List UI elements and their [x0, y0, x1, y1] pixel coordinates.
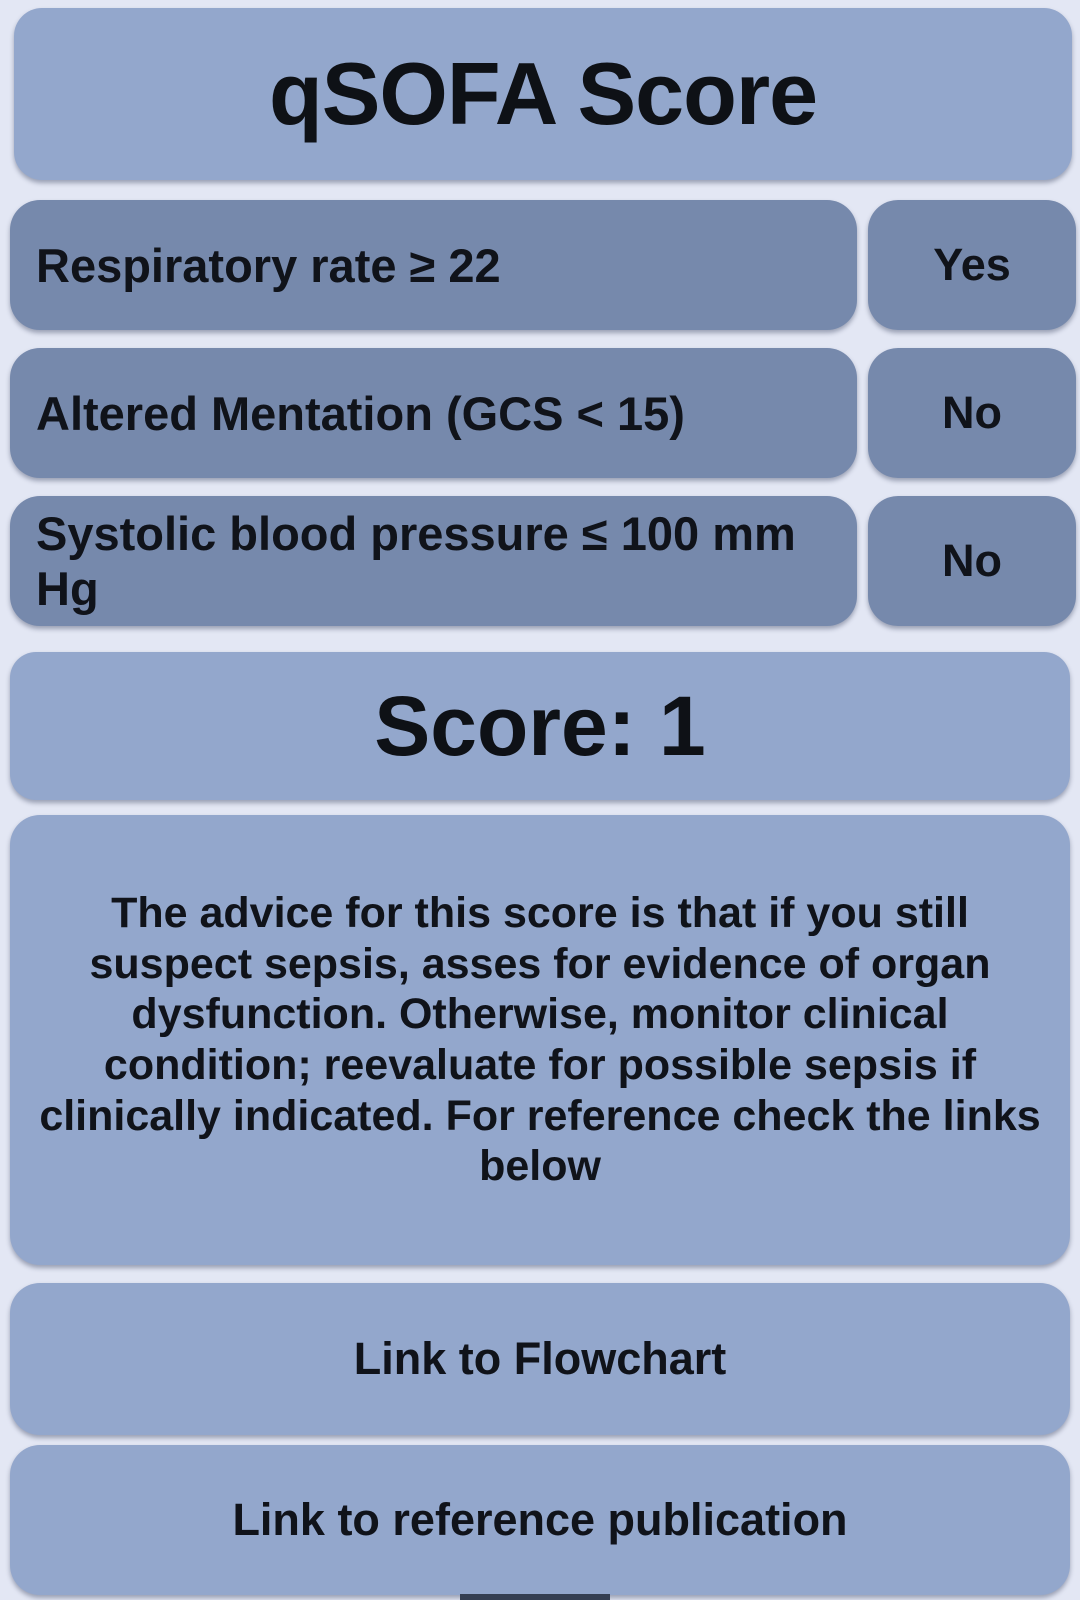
criterion-mentation-label-card: Altered Mentation (GCS < 15): [10, 348, 857, 478]
advice-card: The advice for this score is that if you…: [10, 815, 1070, 1265]
score-card: Score: 1: [10, 652, 1070, 800]
gesture-navigation-handle[interactable]: [460, 1594, 610, 1600]
criterion-mentation-toggle-button[interactable]: No: [868, 348, 1076, 478]
criterion-respiratory-label-card: Respiratory rate ≥ 22: [10, 200, 857, 330]
app-title: qSOFA Score: [268, 44, 818, 143]
criterion-mentation-label: Altered Mentation (GCS < 15): [36, 386, 685, 440]
app-title-card: qSOFA Score: [14, 8, 1072, 180]
criterion-blood-pressure-label-card: Systolic blood pressure ≤ 100 mm Hg: [10, 496, 857, 626]
advice-text: The advice for this score is that if you…: [39, 888, 1041, 1191]
flowchart-link-button[interactable]: Link to Flowchart: [10, 1283, 1070, 1435]
criterion-respiratory-label: Respiratory rate ≥ 22: [36, 238, 501, 292]
reference-publication-link-button[interactable]: Link to reference publication: [10, 1445, 1070, 1595]
criterion-respiratory-toggle-button[interactable]: Yes: [868, 200, 1076, 330]
criterion-blood-pressure-toggle-button[interactable]: No: [868, 496, 1076, 626]
score-value: Score: 1: [374, 678, 706, 773]
criterion-blood-pressure-label: Systolic blood pressure ≤ 100 mm Hg: [36, 507, 796, 615]
